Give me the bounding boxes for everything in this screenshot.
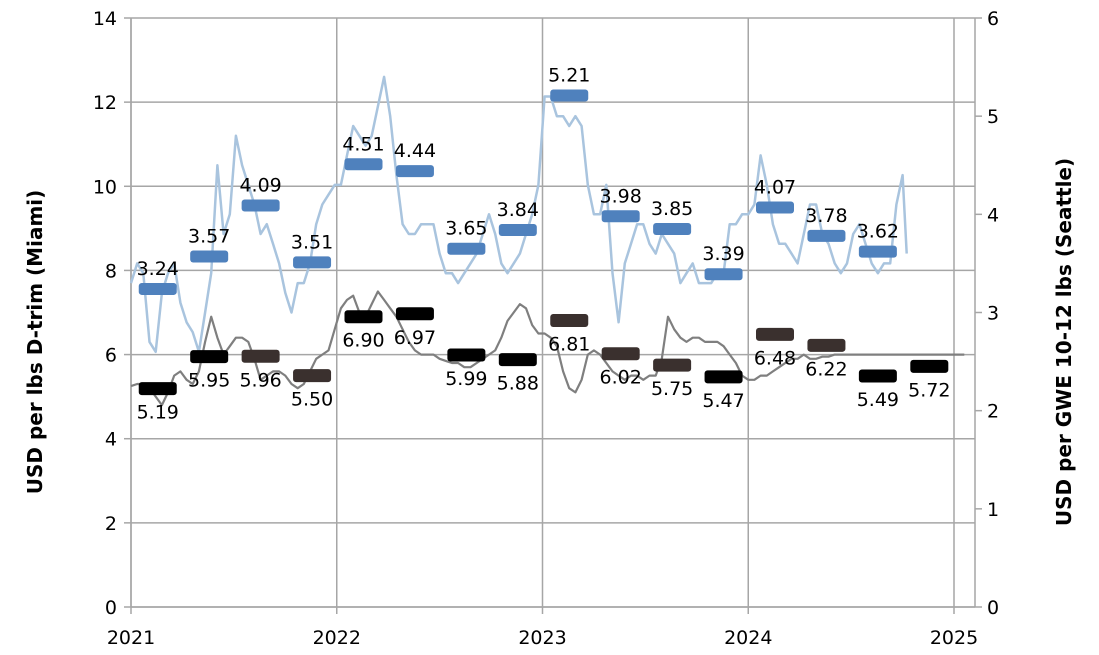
miami-data-label: 6.48 — [754, 347, 796, 369]
miami-marker — [550, 313, 589, 327]
y-left-tick-label: 0 — [105, 597, 117, 619]
miami-marker — [138, 382, 177, 396]
x-tick-label: 2025 — [930, 627, 978, 649]
miami-marker — [910, 359, 949, 373]
seattle-marker — [293, 256, 332, 269]
miami-marker — [807, 338, 846, 352]
x-tick-label: 2024 — [724, 627, 772, 649]
miami-marker — [344, 310, 383, 324]
miami-data-label: 5.19 — [137, 402, 179, 424]
miami-marker — [755, 327, 794, 341]
seattle-marker — [190, 250, 229, 263]
seattle-data-label: 3.98 — [600, 185, 642, 207]
miami-data-label: 5.96 — [239, 369, 281, 391]
seattle-data-label: 3.85 — [651, 198, 693, 220]
y-axis-left-title: USD per lbs D-trim (Miami) — [23, 190, 47, 495]
seattle-data-label: 4.51 — [342, 133, 384, 155]
seattle-data-label: 4.09 — [239, 174, 281, 196]
miami-marker — [447, 348, 486, 362]
seattle-data-label: 5.21 — [548, 65, 590, 87]
seattle-marker — [395, 165, 434, 178]
seattle-data-label: 3.84 — [497, 199, 539, 221]
miami-data-label: 6.97 — [394, 327, 436, 349]
y-left-tick-label: 8 — [105, 260, 117, 282]
y-left-tick-label: 6 — [105, 345, 117, 367]
markers — [138, 89, 949, 396]
seattle-data-label: 3.62 — [857, 221, 899, 243]
seattle-data-label: 3.78 — [805, 205, 847, 227]
seattle-marker — [447, 242, 486, 255]
miami-marker — [498, 353, 537, 367]
series-line-miami — [130, 290, 965, 407]
y-axis-right-title: USD per GWE 10-12 lbs (Seattle) — [1052, 158, 1076, 526]
seattle-data-label: 3.24 — [137, 258, 179, 280]
miami-marker — [704, 370, 743, 384]
miami-marker — [190, 350, 229, 364]
miami-data-label: 5.49 — [857, 389, 899, 411]
data-labels: 3.24 3.57 4.09 3.51 4.51 4.44 3.65 3.84 5.21 3.98… — [137, 65, 951, 424]
seattle-marker — [755, 201, 794, 214]
series-line-seattle — [129, 75, 908, 354]
y-left-tick-label: 4 — [105, 429, 117, 451]
seattle-marker — [344, 158, 383, 171]
y-right-tick-label: 2 — [987, 401, 999, 423]
miami-marker — [653, 358, 692, 372]
seattle-marker — [241, 199, 280, 212]
seattle-data-label: 4.07 — [754, 176, 796, 198]
seattle-marker — [550, 89, 589, 102]
seattle-data-label: 3.65 — [445, 218, 487, 240]
miami-data-label: 6.22 — [805, 358, 847, 380]
seattle-data-label: 3.57 — [188, 226, 230, 248]
miami-data-label: 5.88 — [497, 373, 539, 395]
seattle-data-label: 3.39 — [702, 243, 744, 265]
y-right-tick-label: 4 — [987, 204, 999, 226]
y-right-tick-label: 1 — [987, 499, 999, 521]
miami-data-label: 6.81 — [548, 333, 590, 355]
miami-data-label: 5.50 — [291, 389, 333, 411]
seattle-marker — [498, 224, 537, 237]
seattle-marker — [807, 229, 846, 242]
y-right-tick-label: 6 — [987, 8, 999, 30]
seattle-data-label: 4.44 — [394, 140, 436, 162]
seattle-data-label: 3.51 — [291, 231, 333, 253]
seattle-marker — [858, 245, 897, 258]
y-right-tick-label: 5 — [987, 106, 999, 128]
miami-marker — [241, 349, 280, 363]
series-lines — [129, 75, 965, 407]
x-tick-label: 2022 — [313, 627, 361, 649]
miami-data-label: 6.90 — [342, 330, 384, 352]
seattle-marker — [653, 223, 692, 236]
miami-data-label: 5.47 — [702, 390, 744, 412]
y-left-tick-label: 10 — [93, 176, 117, 198]
miami-marker — [601, 347, 640, 361]
x-tick-label: 2021 — [107, 627, 155, 649]
miami-marker — [395, 307, 434, 321]
miami-data-label: 5.72 — [908, 379, 950, 401]
y-left-tick-label: 2 — [105, 513, 117, 535]
y-right-tick-label: 0 — [987, 597, 999, 619]
axes — [124, 17, 982, 614]
y-right-tick-label: 3 — [987, 303, 999, 325]
miami-data-label: 6.02 — [600, 367, 642, 389]
x-tick-label: 2023 — [518, 627, 566, 649]
miami-data-label: 5.75 — [651, 378, 693, 400]
miami-data-label: 5.99 — [445, 368, 487, 390]
seattle-marker — [704, 268, 743, 281]
y-left-tick-label: 12 — [93, 92, 117, 114]
seattle-marker — [138, 282, 177, 295]
seattle-marker — [601, 210, 640, 223]
miami-data-label: 5.95 — [188, 370, 230, 392]
miami-marker — [858, 369, 897, 383]
y-left-tick-label: 14 — [93, 8, 117, 30]
miami-marker — [293, 369, 332, 383]
